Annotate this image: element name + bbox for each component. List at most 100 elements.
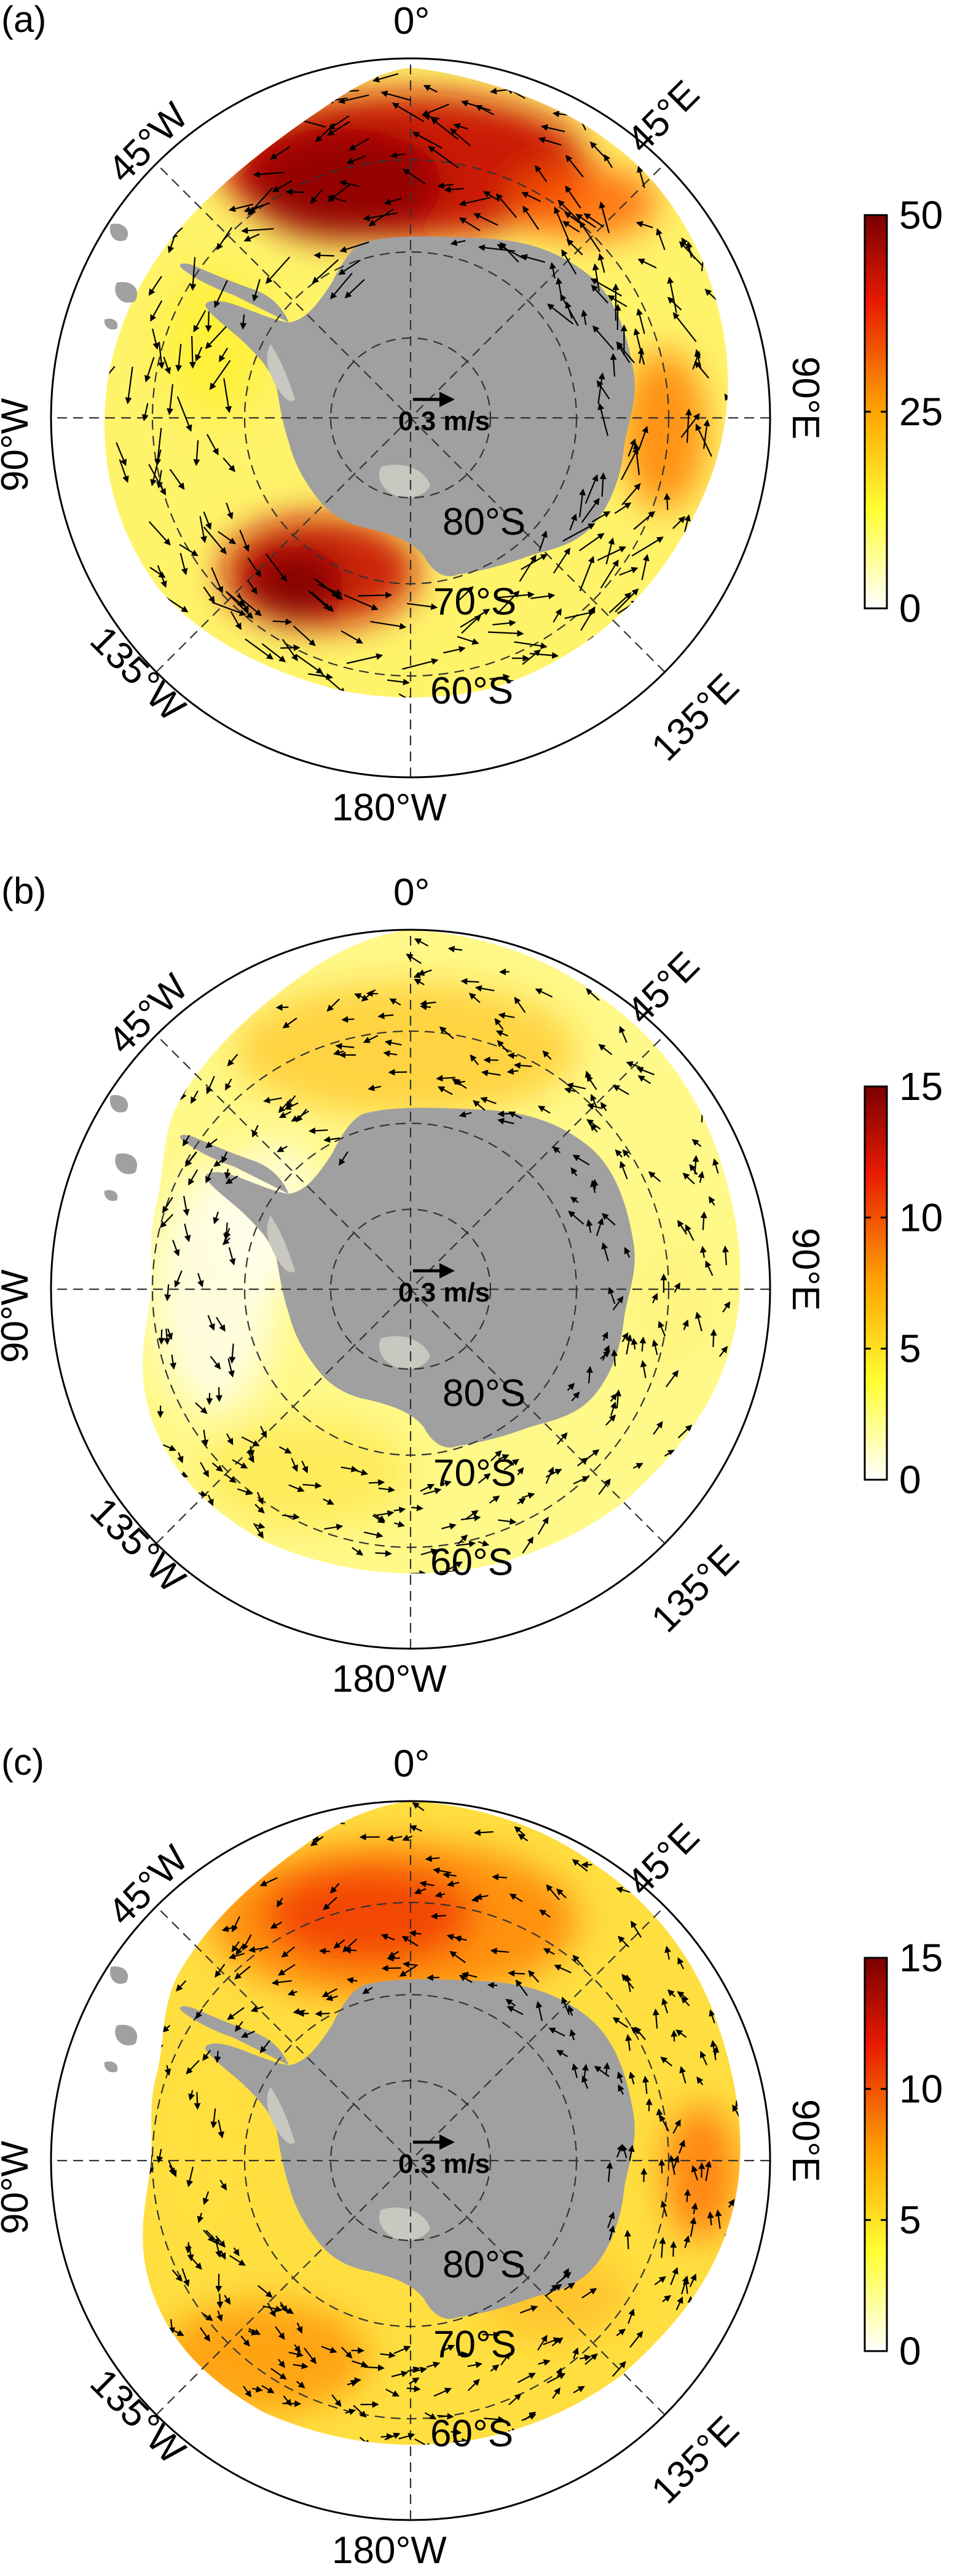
velocity-arrow xyxy=(326,121,350,136)
velocity-arrow xyxy=(542,1050,552,1060)
velocity-arrow xyxy=(143,1456,154,1464)
velocity-arrow xyxy=(698,1171,705,1183)
lat-label-80s: 80°S xyxy=(443,2244,525,2286)
velocity-arrow xyxy=(565,185,581,209)
velocity-arrow xyxy=(143,2342,150,2357)
velocity-arrow xyxy=(604,682,620,697)
velocity-arrow xyxy=(362,1987,373,1995)
velocity-arrow xyxy=(179,552,188,576)
velocity-arrow xyxy=(211,1462,223,1472)
lon-label-0: 0° xyxy=(393,1743,430,1785)
velocity-arrow xyxy=(691,2202,698,2215)
velocity-arrow xyxy=(272,618,293,626)
velocity-arrow xyxy=(333,1939,345,1949)
velocity-arrow xyxy=(619,1527,632,1536)
velocity-arrow xyxy=(104,546,117,578)
velocity-arrow xyxy=(202,2049,211,2061)
reference-vector-label: 0.3 m/s xyxy=(398,1278,490,1308)
velocity-arrow xyxy=(628,2308,635,2324)
velocity-arrow xyxy=(537,2334,548,2351)
lon-label-90w: 90°W xyxy=(0,2140,36,2234)
velocity-arrow xyxy=(490,1450,502,1461)
velocity-arrow xyxy=(613,2395,624,2406)
velocity-arrow xyxy=(746,2141,750,2158)
velocity-arrow xyxy=(497,1040,509,1053)
velocity-arrow xyxy=(317,583,343,595)
velocity-arrow xyxy=(665,1370,679,1388)
velocity-arrow xyxy=(346,1977,358,1984)
velocity-arrow xyxy=(124,1179,133,1187)
velocity-arrow xyxy=(215,2239,222,2258)
velocity-arrow xyxy=(338,259,361,275)
velocity-arrow xyxy=(143,1235,145,1255)
velocity-arrow xyxy=(458,197,491,206)
velocity-arrow xyxy=(473,1100,486,1111)
velocity-arrow xyxy=(179,544,199,556)
velocity-arrow xyxy=(682,1172,695,1185)
velocity-arrow xyxy=(403,1961,418,1968)
velocity-arrow xyxy=(586,988,600,1001)
velocity-arrow xyxy=(127,2177,129,2196)
velocity-arrow xyxy=(620,1161,628,1179)
velocity-arrow xyxy=(374,768,393,769)
velocity-arrow xyxy=(144,356,155,383)
map-boundary xyxy=(50,929,771,1650)
velocity-arrow xyxy=(590,1123,598,1133)
velocity-arrow xyxy=(232,2247,240,2256)
velocity-arrow xyxy=(553,720,581,735)
velocity-arrow xyxy=(114,1481,121,1491)
velocity-arrow xyxy=(552,2387,561,2399)
velocity-arrow xyxy=(473,1829,494,1836)
velocity-arrow xyxy=(399,1965,417,1977)
velocity-arrow xyxy=(515,1979,528,1997)
velocity-arrow xyxy=(631,536,664,557)
velocity-arrow xyxy=(664,1450,675,1457)
velocity-arrow xyxy=(423,1488,442,1495)
velocity-arrow xyxy=(309,1127,328,1134)
velocity-arrow xyxy=(497,1110,511,1118)
velocity-arrow xyxy=(447,946,463,952)
velocity-arrow xyxy=(538,530,548,551)
velocity-arrow xyxy=(460,1514,481,1522)
panel-b: 0.3 m/s (b) 0° 45°E 45°W 90°E 90°W 135°E 135°W 18… xyxy=(0,870,943,1700)
velocity-arrow xyxy=(124,1365,128,1380)
velocity-arrow xyxy=(190,634,213,644)
velocity-arrow xyxy=(636,308,645,334)
velocity-arrow xyxy=(237,1488,253,1496)
velocity-arrow xyxy=(552,110,569,117)
velocity-arrow xyxy=(102,2010,108,2019)
velocity-arrow xyxy=(272,93,308,108)
velocity-arrow xyxy=(231,1941,240,1953)
velocity-arrow xyxy=(168,1475,179,1494)
velocity-arrow xyxy=(211,567,224,594)
velocity-arrow xyxy=(323,1896,337,1910)
velocity-arrow xyxy=(716,1442,729,1455)
velocity-arrow xyxy=(712,2046,720,2057)
velocity-arrow xyxy=(514,996,526,1013)
velocity-arrow xyxy=(616,2071,624,2083)
velocity-arrow xyxy=(637,165,645,189)
velocity-arrow xyxy=(535,2001,543,2021)
velocity-arrow xyxy=(346,653,384,664)
velocity-arrow xyxy=(618,2084,624,2095)
velocity-arrow xyxy=(84,2010,91,2020)
velocity-arrow xyxy=(634,2026,646,2040)
velocity-arrow xyxy=(159,1214,174,1228)
velocity-arrow xyxy=(484,727,505,733)
velocity-arrow xyxy=(566,1082,586,1090)
velocity-arrow xyxy=(619,567,639,576)
velocity-arrow xyxy=(478,1540,490,1547)
velocity-arrow xyxy=(224,667,243,691)
panel-label: (a) xyxy=(1,0,46,40)
velocity-arrow xyxy=(93,2039,95,2053)
velocity-arrow xyxy=(705,2298,717,2306)
lat-label-60s: 60°S xyxy=(430,2413,513,2455)
velocity-arrow xyxy=(604,154,613,168)
velocity-arrow xyxy=(640,1360,647,1378)
velocity-arrow xyxy=(216,2310,223,2322)
velocity-arrow xyxy=(659,2114,669,2132)
velocity-arrow xyxy=(114,2131,117,2147)
island-land xyxy=(104,224,138,330)
velocity-arrow xyxy=(626,1061,641,1069)
velocity-arrow xyxy=(255,2446,262,2454)
